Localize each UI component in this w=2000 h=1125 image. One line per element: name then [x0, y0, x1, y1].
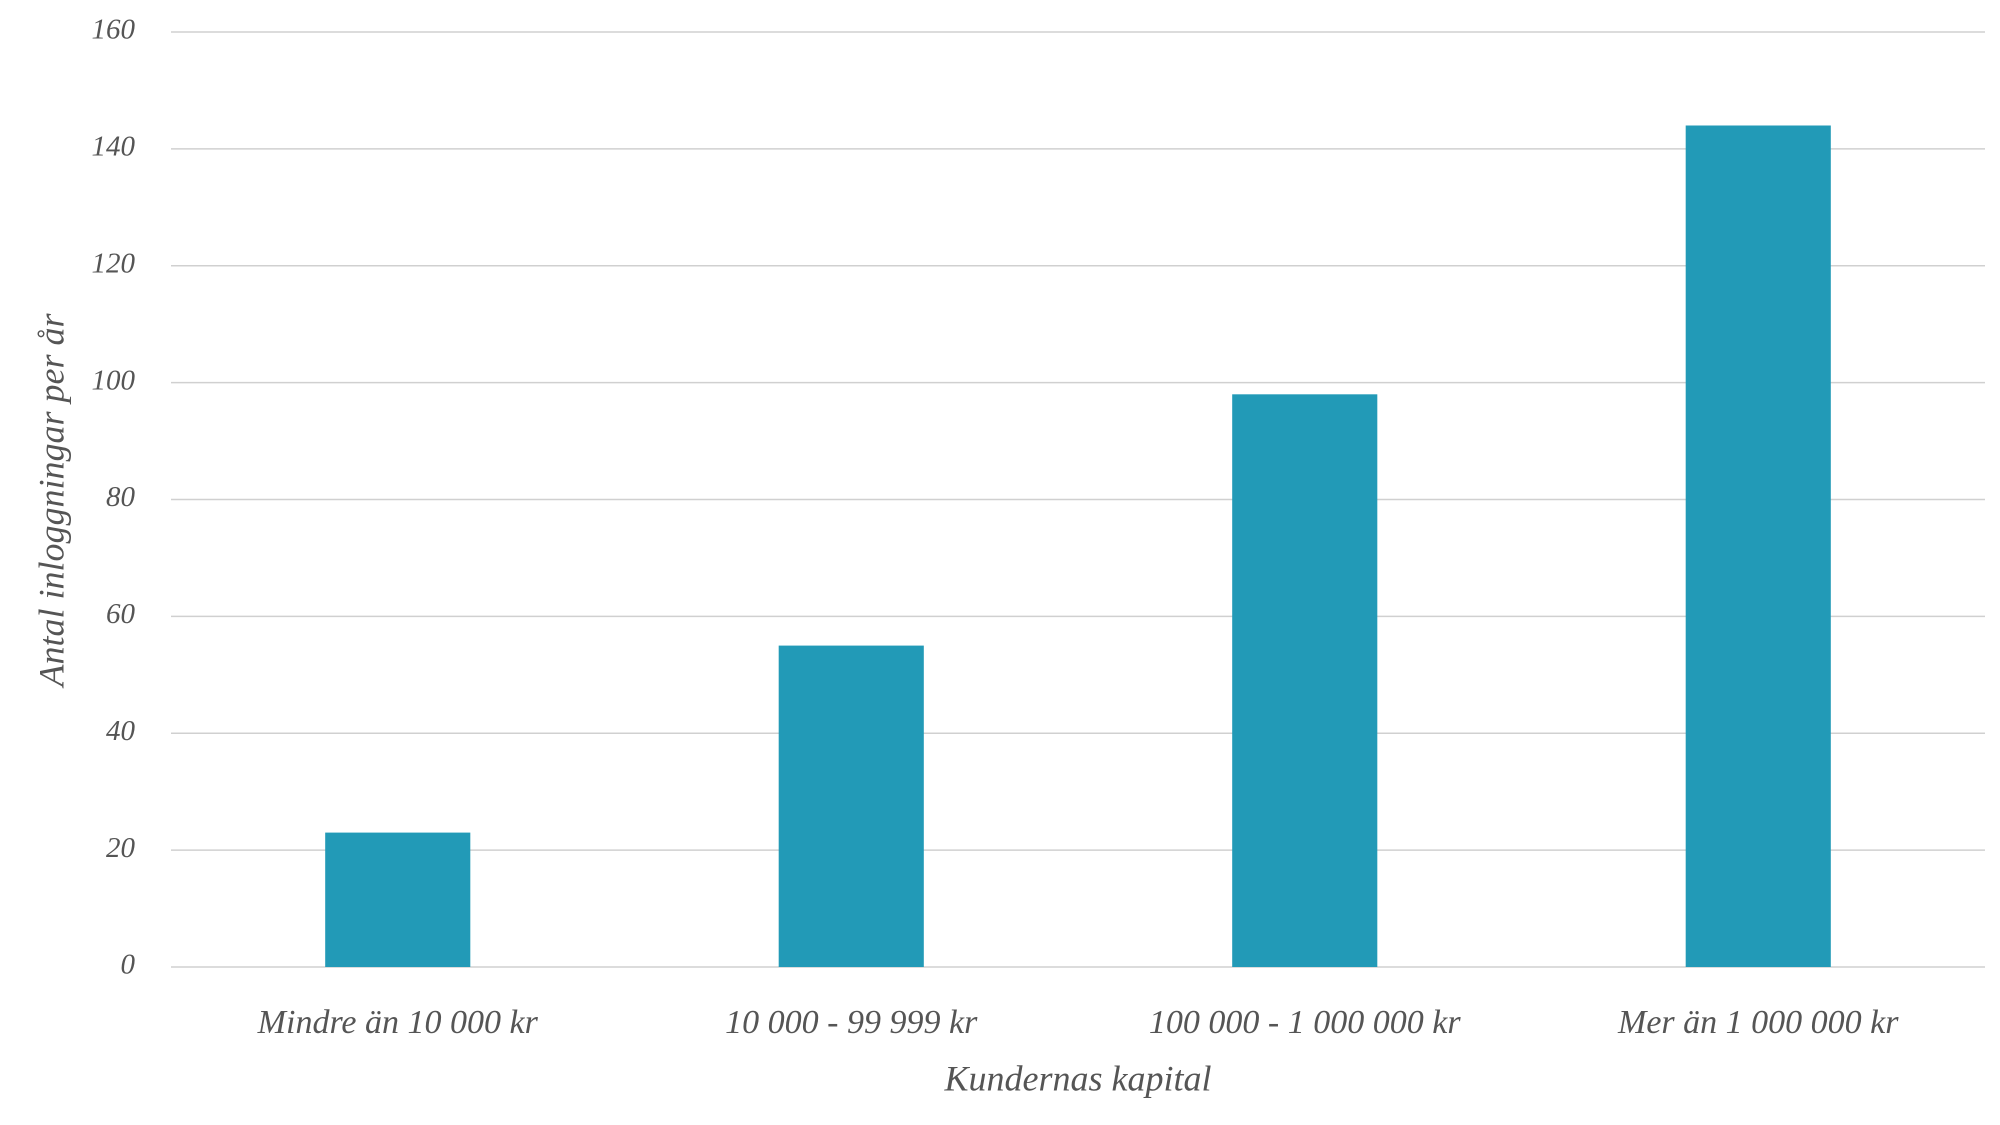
y-tick-label: 100 — [92, 364, 136, 396]
y-tick-label: 20 — [106, 832, 136, 864]
y-tick-label: 80 — [106, 481, 136, 513]
bar — [1685, 125, 1831, 967]
x-tick-label: 100 000 - 1 000 000 kr — [1149, 1004, 1461, 1041]
y-tick-label: 160 — [92, 14, 136, 46]
y-tick-label: 60 — [106, 598, 136, 630]
bar — [778, 645, 924, 967]
x-tick-label: Mer än 1 000 000 kr — [1617, 1004, 1899, 1041]
x-axis-title: Kundernas kapital — [944, 1058, 1212, 1098]
y-tick-label: 0 — [121, 949, 136, 981]
x-tick-label: 10 000 - 99 999 kr — [725, 1004, 978, 1041]
y-axis-title: Antal inloggningar per år — [31, 313, 71, 689]
y-tick-label: 140 — [92, 131, 136, 163]
y-tick-label: 40 — [106, 715, 136, 747]
bar — [1232, 394, 1378, 967]
y-tick-label: 120 — [92, 247, 136, 279]
bar — [325, 832, 471, 967]
x-tick-label: Mindre än 10 000 kr — [257, 1004, 539, 1041]
